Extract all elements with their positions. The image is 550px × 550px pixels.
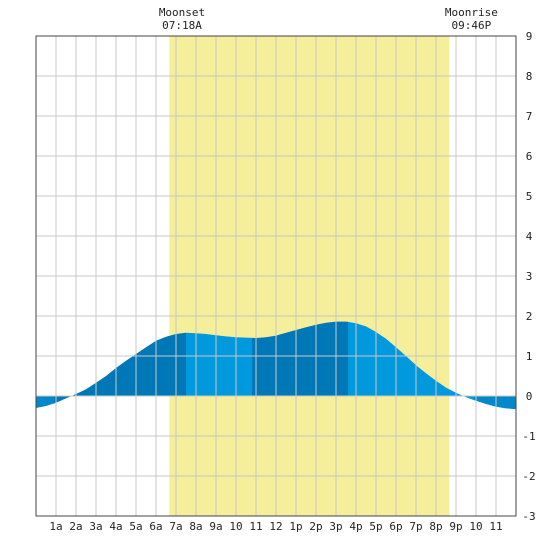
y-tick-label: 1 <box>526 350 533 363</box>
y-tick-label: 3 <box>526 270 533 283</box>
y-tick-label: 4 <box>526 230 533 243</box>
x-tick-label: 7p <box>409 520 422 533</box>
x-tick-label: 4p <box>349 520 362 533</box>
x-tick-label: 12 <box>269 520 282 533</box>
y-tick-label: 5 <box>526 190 533 203</box>
x-tick-label: 8a <box>189 520 202 533</box>
x-tick-label: 3p <box>329 520 342 533</box>
x-tick-label: 10 <box>469 520 482 533</box>
x-tick-label: 9p <box>449 520 462 533</box>
y-tick-label: 9 <box>526 30 533 43</box>
grid-layer <box>36 36 516 516</box>
moon-event-title: Moonset <box>159 6 205 19</box>
y-tick-label: 6 <box>526 150 533 163</box>
x-tick-label: 5a <box>129 520 142 533</box>
y-tick-label: 7 <box>526 110 533 123</box>
y-tick-label: 2 <box>526 310 533 323</box>
moon-event-time: 09:46P <box>452 19 492 32</box>
x-tick-label: 3a <box>89 520 102 533</box>
x-tick-label: 6a <box>149 520 162 533</box>
x-tick-label: 1a <box>49 520 62 533</box>
tide-area-band <box>348 321 474 401</box>
tide-area-band <box>54 332 186 404</box>
x-tick-label: 2a <box>69 520 82 533</box>
x-tick-label: 6p <box>389 520 402 533</box>
y-tick-label: -3 <box>522 510 535 523</box>
x-tick-label: 11 <box>249 520 262 533</box>
x-tick-label: 8p <box>429 520 442 533</box>
tide-area-band <box>474 396 516 410</box>
y-tick-label: -2 <box>522 470 535 483</box>
y-tick-label: 0 <box>526 390 533 403</box>
x-axis-tick-labels: 1a 2a 3a 4a 5a 6a 7a 8a 9a 10 11 12 1p 2p 3p 4p 5p 6p 7p 8p… <box>49 520 502 533</box>
x-tick-label: 2p <box>309 520 322 533</box>
y-tick-label: -1 <box>522 430 535 443</box>
x-tick-label: 11 <box>489 520 502 533</box>
x-tick-label: 10 <box>229 520 242 533</box>
y-axis-tick-labels: 9 8 7 6 5 4 3 2 1 0 -1 -2 -3 <box>522 30 535 523</box>
y-tick-label: 8 <box>526 70 533 83</box>
tide-area-band <box>36 396 54 408</box>
plot-frame <box>35 35 517 517</box>
x-tick-label: 5p <box>369 520 382 533</box>
x-tick-label: 7a <box>169 520 182 533</box>
x-tick-label: 9a <box>209 520 222 533</box>
moon-event-title: Moonrise <box>445 6 498 19</box>
x-tick-label: 1p <box>289 520 302 533</box>
x-tick-label: 4a <box>109 520 122 533</box>
moon-event-time: 07:18A <box>162 19 202 32</box>
